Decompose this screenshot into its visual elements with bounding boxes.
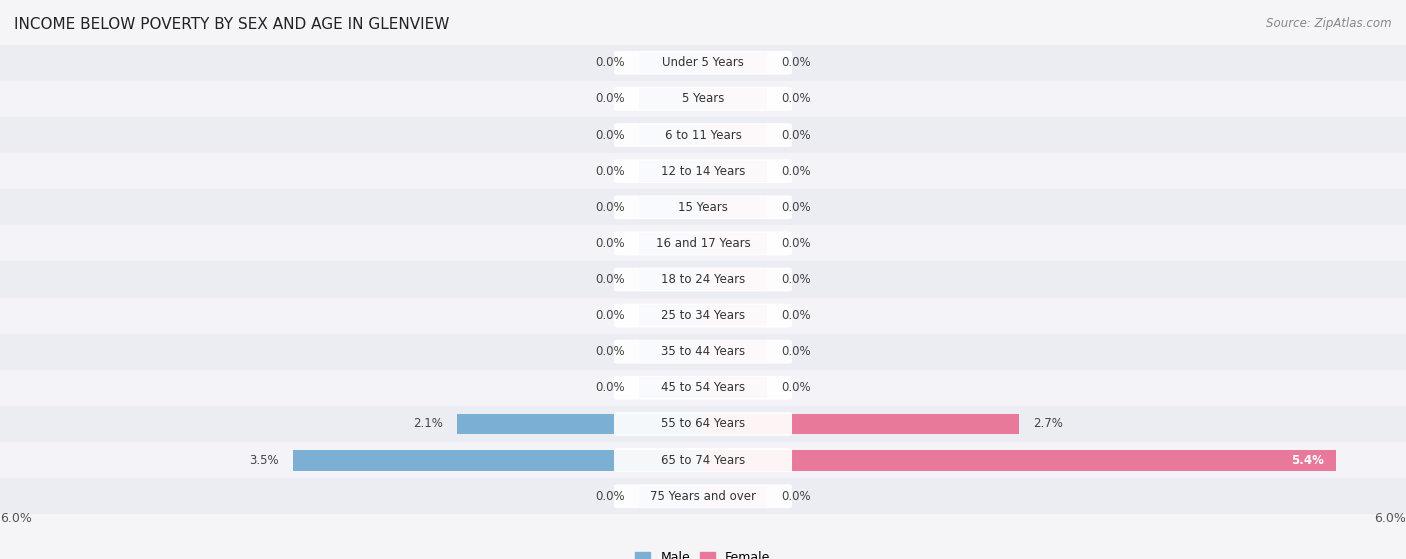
Text: 25 to 34 Years: 25 to 34 Years (661, 309, 745, 322)
Text: 0.0%: 0.0% (595, 345, 624, 358)
Text: 5 Years: 5 Years (682, 92, 724, 106)
Text: 15 Years: 15 Years (678, 201, 728, 214)
Text: 0.0%: 0.0% (595, 490, 624, 503)
Text: 35 to 44 Years: 35 to 44 Years (661, 345, 745, 358)
FancyBboxPatch shape (614, 448, 792, 472)
Text: 0.0%: 0.0% (595, 201, 624, 214)
Bar (0, 117, 1406, 153)
Bar (0, 262, 1406, 297)
Text: 75 Years and over: 75 Years and over (650, 490, 756, 503)
Text: 3.5%: 3.5% (249, 453, 278, 467)
Bar (0, 334, 1406, 370)
Bar (703, 88, 768, 110)
Text: 18 to 24 Years: 18 to 24 Years (661, 273, 745, 286)
Text: 0.0%: 0.0% (782, 92, 811, 106)
Text: 16 and 17 Years: 16 and 17 Years (655, 237, 751, 250)
FancyBboxPatch shape (614, 376, 792, 400)
Text: 0.0%: 0.0% (782, 237, 811, 250)
Bar (703, 305, 768, 326)
Bar (0, 189, 1406, 225)
Text: 5.4%: 5.4% (1291, 453, 1324, 467)
Text: 2.1%: 2.1% (413, 418, 443, 430)
Bar (703, 125, 768, 145)
Text: Source: ZipAtlas.com: Source: ZipAtlas.com (1267, 17, 1392, 30)
Bar (638, 197, 703, 218)
Bar (638, 486, 703, 506)
Bar (638, 269, 703, 290)
Bar (703, 233, 768, 254)
Text: 0.0%: 0.0% (782, 490, 811, 503)
Bar (703, 160, 768, 182)
Bar (638, 88, 703, 110)
Bar (638, 341, 703, 362)
Bar (0, 406, 1406, 442)
FancyBboxPatch shape (614, 195, 792, 219)
Bar (703, 269, 768, 290)
Text: 0.0%: 0.0% (782, 56, 811, 69)
FancyBboxPatch shape (614, 87, 792, 111)
Text: 0.0%: 0.0% (595, 129, 624, 141)
Text: 0.0%: 0.0% (782, 381, 811, 394)
Bar (638, 53, 703, 73)
Bar (703, 449, 1336, 471)
Bar (292, 449, 703, 471)
Text: 55 to 64 Years: 55 to 64 Years (661, 418, 745, 430)
Bar (638, 125, 703, 145)
Text: 0.0%: 0.0% (595, 381, 624, 394)
Text: 0.0%: 0.0% (595, 237, 624, 250)
Bar (0, 478, 1406, 514)
Text: 6.0%: 6.0% (1374, 512, 1406, 525)
FancyBboxPatch shape (614, 412, 792, 436)
Bar (703, 486, 768, 506)
FancyBboxPatch shape (614, 159, 792, 183)
Text: 0.0%: 0.0% (782, 345, 811, 358)
Text: 0.0%: 0.0% (595, 56, 624, 69)
Text: 0.0%: 0.0% (595, 309, 624, 322)
Text: 0.0%: 0.0% (782, 309, 811, 322)
Text: 0.0%: 0.0% (782, 129, 811, 141)
Bar (638, 160, 703, 182)
Bar (703, 341, 768, 362)
Bar (0, 225, 1406, 262)
Text: INCOME BELOW POVERTY BY SEX AND AGE IN GLENVIEW: INCOME BELOW POVERTY BY SEX AND AGE IN G… (14, 17, 450, 32)
FancyBboxPatch shape (614, 51, 792, 75)
Text: 6.0%: 6.0% (0, 512, 32, 525)
Bar (0, 370, 1406, 406)
Text: 0.0%: 0.0% (595, 273, 624, 286)
FancyBboxPatch shape (614, 340, 792, 364)
Bar (0, 45, 1406, 81)
Text: 45 to 54 Years: 45 to 54 Years (661, 381, 745, 394)
FancyBboxPatch shape (614, 304, 792, 328)
Text: 0.0%: 0.0% (782, 201, 811, 214)
FancyBboxPatch shape (614, 123, 792, 147)
Bar (638, 233, 703, 254)
FancyBboxPatch shape (614, 484, 792, 508)
FancyBboxPatch shape (614, 268, 792, 291)
Text: 6 to 11 Years: 6 to 11 Years (665, 129, 741, 141)
Bar (457, 414, 703, 434)
Bar (703, 377, 768, 399)
Text: 0.0%: 0.0% (782, 165, 811, 178)
Bar (0, 297, 1406, 334)
Legend: Male, Female: Male, Female (630, 546, 776, 559)
FancyBboxPatch shape (614, 231, 792, 255)
Bar (703, 197, 768, 218)
Bar (0, 81, 1406, 117)
Text: 0.0%: 0.0% (595, 165, 624, 178)
Bar (0, 442, 1406, 478)
Text: 2.7%: 2.7% (1033, 418, 1063, 430)
Bar (638, 305, 703, 326)
Bar (638, 377, 703, 399)
Bar (703, 414, 1019, 434)
Text: 0.0%: 0.0% (782, 273, 811, 286)
Text: 0.0%: 0.0% (595, 92, 624, 106)
Bar (0, 153, 1406, 189)
Text: 12 to 14 Years: 12 to 14 Years (661, 165, 745, 178)
Text: Under 5 Years: Under 5 Years (662, 56, 744, 69)
Text: 65 to 74 Years: 65 to 74 Years (661, 453, 745, 467)
Bar (703, 53, 768, 73)
